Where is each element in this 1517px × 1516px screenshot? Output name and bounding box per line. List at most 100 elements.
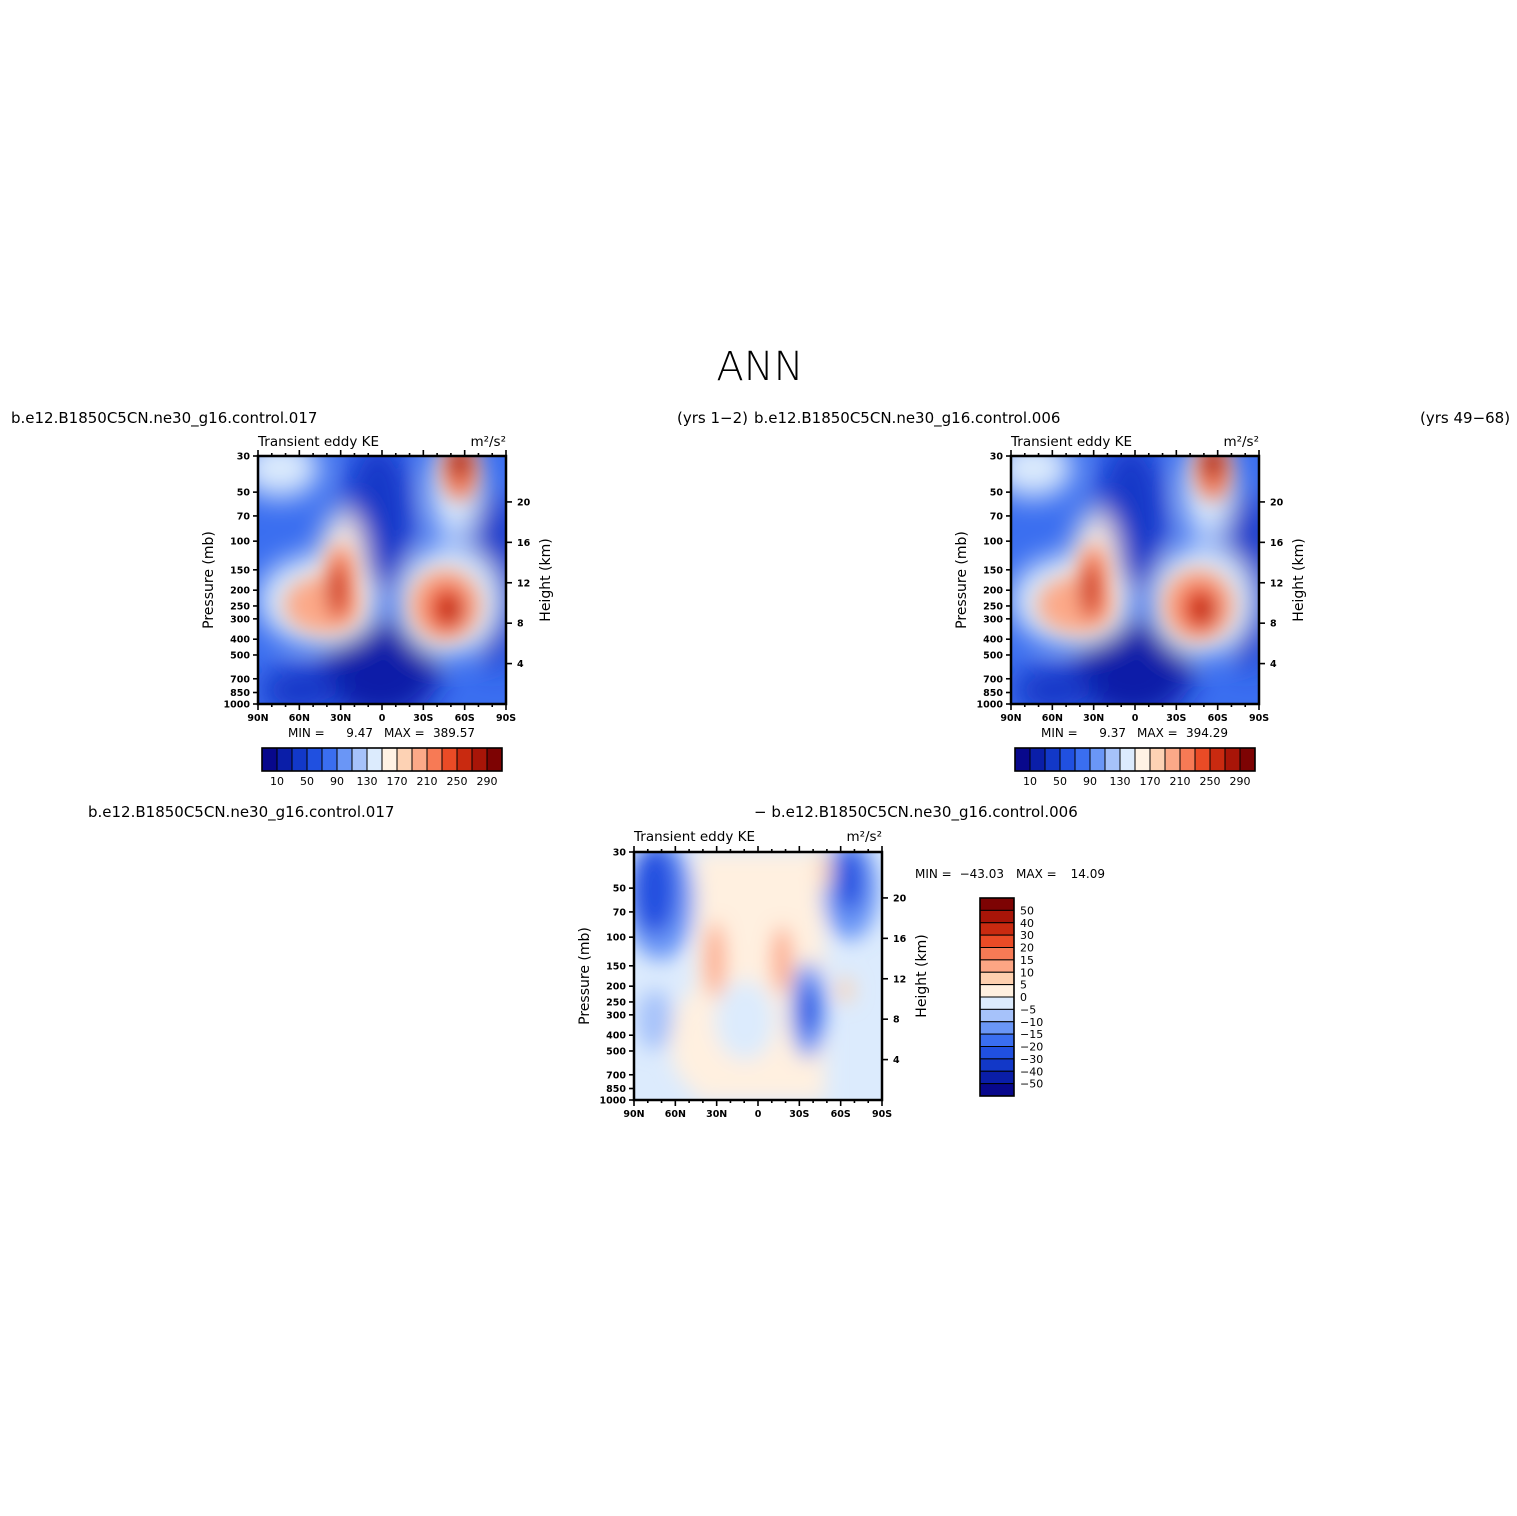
colorbar-label: −5 [1020,1003,1036,1016]
colorbar-label: 210 [417,775,438,788]
colorbar-box [979,934,1015,948]
y-tick-label: 250 [606,997,626,1008]
colorbar-box [306,747,323,772]
y-axis-label: Pressure (mb) [201,531,217,629]
x-tick-label: 90N [247,713,268,724]
colorbar-label: 5 [1020,979,1027,992]
x-tick-label: 0 [755,1109,762,1120]
y-tick-label: 100 [606,933,626,944]
height-tick-label: 20 [893,893,907,904]
y-tick-label: 500 [983,650,1003,661]
case-label-left: b.e12.B1850C5CN.ne30_g16.control.017 [88,803,394,822]
y-tick-label: 500 [606,1046,626,1057]
x-tick-label: 30N [1083,713,1104,724]
colorbar-box [979,897,1015,911]
colorbar-box [276,747,293,772]
colorbar-label: −15 [1020,1028,1043,1041]
y-tick-label: 30 [237,452,251,463]
colorbar-label: 170 [1140,775,1161,788]
height-tick-label: 20 [517,497,531,508]
colorbar-label: −50 [1020,1078,1043,1091]
y-tick-label: 70 [613,907,627,918]
height-tick-label: 12 [893,974,906,985]
case-label: b.e12.B1850C5CN.ne30_g16.control.006 [754,409,1060,428]
colorbar-label: 50 [1053,775,1067,788]
years-label: (yrs 49−68) [1420,409,1510,427]
contour-field [634,852,882,1100]
colorbar-box [1164,747,1181,772]
y-axis-label: Pressure (mb) [577,927,593,1025]
case-label: b.e12.B1850C5CN.ne30_g16.control.017 [11,409,317,428]
max-label: MAX = [1137,726,1178,740]
colorbar-box [979,947,1015,961]
colorbar-frame [979,897,1015,1097]
y-axis-label-right: Height (km) [914,934,930,1017]
colorbar-box [979,909,1015,924]
max-value: 394.29 [1186,726,1228,740]
colorbar-box [261,747,278,772]
x-tick-label: 30N [706,1109,727,1120]
x-tick-label: 30S [413,713,433,724]
colorbar-box [979,984,1015,998]
colorbar-box [1224,747,1241,772]
panel-difference: b.e12.B1850C5CN.ne30_g16.control.017 − b… [88,803,1105,1120]
units-label: m²/s² [1223,434,1259,450]
y-tick-label: 700 [230,674,250,685]
colorbar-box [1104,747,1121,772]
max-label: MAX = [384,726,425,740]
left-string: Transient eddy KE [633,829,755,845]
x-tick-label: 90N [623,1109,644,1120]
colorbar-box [471,747,488,772]
min-value: −43.03 [960,867,1004,881]
y-tick-label: 300 [230,614,250,625]
colorbar-box [979,922,1015,936]
min-value: 9.37 [1099,726,1126,740]
colorbar-label: 290 [477,775,498,788]
y-tick-label: 70 [990,511,1004,522]
y-tick-label: 50 [613,884,627,895]
x-tick-label: 30S [789,1109,809,1120]
y-tick-label: 200 [983,586,1003,597]
max-label: MAX = [1016,867,1057,881]
y-tick-label: 850 [983,688,1003,699]
colorbar-label: 290 [1230,775,1251,788]
y-tick-label: 30 [990,452,1004,463]
colorbar: 10 50 90 130 170 210 250 290 [261,747,503,788]
x-tick-label: 90S [496,713,516,724]
x-tick-label: 30S [1166,713,1186,724]
colorbar-box [979,1021,1015,1035]
y-tick-label: 400 [230,635,250,646]
x-tick-label: 60S [455,713,475,724]
x-tick-label: 0 [1132,713,1139,724]
height-tick-label: 16 [893,934,907,945]
colorbar-box [979,1008,1015,1023]
colorbar-box [366,747,383,772]
x-tick-label: 90S [872,1109,892,1120]
colorbar-box [1179,747,1196,772]
colorbar-label: 50 [1020,904,1034,917]
x-tick-label: 60S [831,1109,851,1120]
colorbar-box [979,959,1015,973]
colorbar-box [486,747,503,772]
y-tick-label: 400 [983,635,1003,646]
colorbar-label: 170 [387,775,408,788]
colorbar-box [1074,747,1091,772]
colorbar-box [979,1083,1015,1097]
colorbar-label: 50 [300,775,314,788]
y-axis-label: Pressure (mb) [954,531,970,629]
colorbar-box [1044,747,1061,772]
colorbar-label: −40 [1020,1065,1043,1078]
height-tick-label: 8 [893,1015,900,1026]
height-tick-label: 4 [893,1055,900,1066]
colorbar-box [979,1033,1015,1047]
contour-field [1011,456,1259,704]
y-tick-label: 30 [613,848,627,859]
axes: 3050701001502002503004005007008501000481… [600,846,907,1120]
colorbar-label: 210 [1170,775,1191,788]
colorbar-box [1209,747,1226,772]
colorbar-box [321,747,338,772]
y-tick-label: 850 [230,688,250,699]
colorbar-box [1134,747,1151,772]
figure-title: ANN [716,344,803,390]
